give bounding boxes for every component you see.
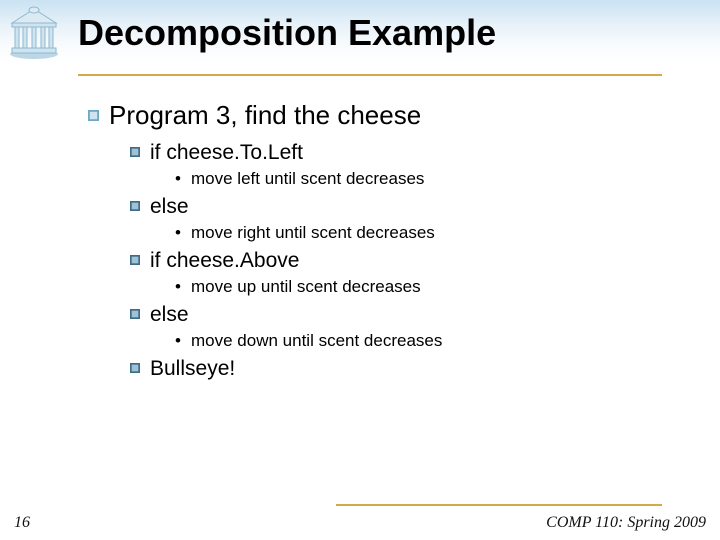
footer-underline [336, 504, 662, 506]
list-text: else [150, 195, 189, 218]
title-underline [78, 74, 662, 76]
bullet-icon [130, 201, 140, 211]
bullet-icon: • [175, 277, 191, 297]
list-item: Program 3, find the cheese [88, 100, 670, 131]
list-text: move left until scent decreases [191, 169, 424, 188]
slide-title: Decomposition Example [78, 12, 496, 54]
list-text: else [150, 303, 189, 326]
list-text: move up until scent decreases [191, 277, 421, 296]
bullet-icon: • [175, 331, 191, 351]
page-number: 16 [14, 514, 30, 532]
list-item: else [130, 303, 670, 327]
list-item: if cheese.To.Left [130, 141, 670, 165]
list-item: •move down until scent decreases [175, 331, 670, 351]
list-text: move right until scent decreases [191, 223, 435, 242]
list-item: •move left until scent decreases [175, 169, 670, 189]
list-item: if cheese.Above [130, 249, 670, 273]
bullet-icon [130, 309, 140, 319]
bullet-icon [130, 255, 140, 265]
bullet-icon [88, 110, 99, 121]
list-text: Program 3, find the cheese [109, 100, 421, 130]
list-text: if cheese.To.Left [150, 141, 303, 164]
slide-content: Program 3, find the cheese if cheese.To.… [70, 100, 670, 385]
bullet-icon: • [175, 223, 191, 243]
list-text: if cheese.Above [150, 249, 299, 272]
list-text: move down until scent decreases [191, 331, 442, 350]
bullet-icon [130, 363, 140, 373]
bullet-icon: • [175, 169, 191, 189]
list-text: Bullseye! [150, 357, 235, 380]
list-item: else [130, 195, 670, 219]
list-item: Bullseye! [130, 357, 670, 381]
course-label: COMP 110: Spring 2009 [546, 514, 706, 532]
list-item: •move right until scent decreases [175, 223, 670, 243]
bullet-icon [130, 147, 140, 157]
list-item: •move up until scent decreases [175, 277, 670, 297]
unc-well-logo [6, 6, 62, 62]
